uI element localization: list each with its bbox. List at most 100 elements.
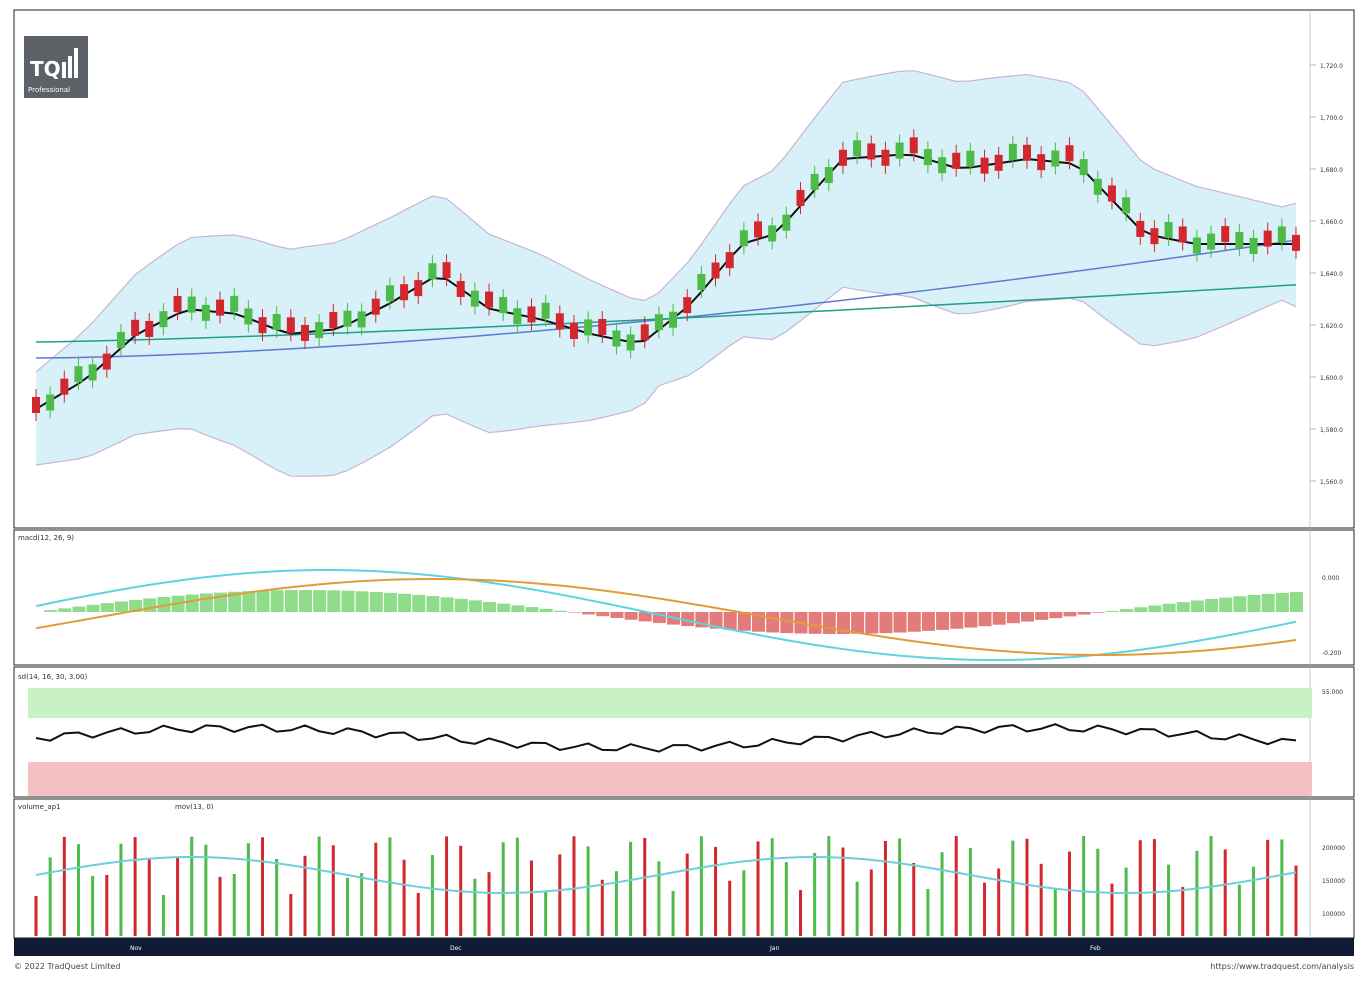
- volume-bar: [1053, 887, 1057, 936]
- candle-body: [994, 154, 1003, 171]
- volume-bar: [572, 836, 576, 936]
- candle-body: [768, 225, 777, 242]
- stoch-header: sd(14, 16, 30, 3.00): [18, 673, 87, 681]
- volume-bar: [841, 847, 845, 936]
- candle-body: [555, 313, 564, 330]
- macd-histogram-bar: [992, 612, 1006, 625]
- logo-text: TQ: [30, 57, 61, 81]
- macd-histogram-bar: [426, 596, 440, 612]
- volume-bars: [34, 836, 1298, 936]
- volume-bar: [487, 872, 491, 936]
- macd-histogram-bar: [907, 612, 921, 632]
- price-tick-label: 1,640.0: [1320, 271, 1343, 278]
- time-axis: [14, 938, 1354, 956]
- macd-histogram-bar: [1290, 592, 1303, 612]
- macd-histogram-bar: [157, 597, 171, 612]
- candle-body: [796, 189, 805, 206]
- candle-body: [32, 397, 40, 413]
- macd-tick-0: 0.000: [1322, 575, 1339, 582]
- macd-histogram-bar: [851, 612, 865, 634]
- volume-bar: [798, 889, 802, 936]
- macd-histogram-bar: [964, 612, 978, 628]
- candle-body: [201, 304, 210, 321]
- macd-histogram-bar: [766, 612, 780, 633]
- volume-bar: [105, 874, 109, 936]
- volume-tick-0: 200000: [1322, 845, 1345, 852]
- candle-body: [131, 319, 140, 336]
- macd-histogram-bar: [185, 594, 199, 612]
- volume-bar: [1223, 849, 1227, 936]
- volume-bar: [388, 837, 392, 936]
- macd-histogram-bar: [638, 612, 652, 622]
- volume-ma-line: [35, 855, 1297, 895]
- copyright-text: © 2022 TradQuest Limited: [14, 962, 121, 971]
- candle-body: [1235, 231, 1244, 248]
- volume-bar: [1082, 836, 1086, 936]
- volume-bar: [289, 893, 293, 936]
- price-tick-label: 1,560.0: [1320, 479, 1343, 486]
- candle-body: [46, 394, 55, 411]
- candle-body: [1107, 185, 1116, 202]
- macd-histogram-bar: [950, 612, 964, 629]
- volume-bar: [1280, 839, 1284, 936]
- candle-body: [102, 353, 111, 370]
- candle-body: [810, 173, 819, 190]
- volume-bar: [855, 881, 859, 936]
- volume-bar: [48, 857, 52, 936]
- volume-bar: [374, 842, 378, 936]
- macd-histogram-bar: [86, 604, 100, 612]
- volume-bar: [1110, 883, 1114, 936]
- stochastic-plot: [28, 688, 1312, 796]
- candle-body: [1122, 197, 1131, 214]
- macd-histogram-bar: [313, 590, 327, 612]
- macd-histogram-bar: [567, 612, 581, 613]
- volume-bar: [133, 837, 137, 936]
- volume-bar: [345, 877, 349, 936]
- price-tick-label: 1,720.0: [1320, 63, 1343, 70]
- source-url[interactable]: https://www.tradquest.com/analysis: [1210, 962, 1354, 971]
- macd-histogram-bar: [709, 612, 723, 629]
- candle-body: [654, 314, 663, 331]
- price-tick-label: 1,660.0: [1320, 219, 1343, 226]
- candle-body: [895, 142, 904, 159]
- candle-body: [711, 262, 720, 279]
- volume-tick-1: 150000: [1322, 878, 1345, 885]
- volume-bar: [1124, 867, 1128, 936]
- candle-body: [272, 313, 281, 330]
- candle-body: [725, 252, 734, 269]
- stochastic-line: [35, 723, 1297, 753]
- macd-histogram-bar: [596, 612, 610, 617]
- candle-body: [1093, 178, 1102, 195]
- candle-body: [569, 322, 578, 339]
- candle-body: [1008, 143, 1017, 160]
- candle-body: [923, 149, 932, 166]
- macd-histogram-bar: [1176, 602, 1190, 612]
- macd-histogram-bar: [454, 598, 468, 612]
- candle-body: [612, 330, 621, 347]
- candle-body: [1150, 228, 1159, 245]
- candle-body: [145, 320, 154, 337]
- macd-histogram-bar: [610, 612, 624, 618]
- volume-bar: [62, 836, 66, 936]
- candle-body: [315, 322, 324, 339]
- macd-histogram-bar: [341, 590, 355, 612]
- candle-body: [626, 334, 635, 351]
- macd-histogram-bar: [1233, 596, 1247, 612]
- macd-histogram-bar: [624, 612, 638, 620]
- macd-histogram-bar: [723, 612, 737, 630]
- overbought-zone: [28, 688, 1312, 718]
- volume-bar: [629, 841, 633, 936]
- volume-bar: [1011, 840, 1015, 936]
- volume-bar: [657, 861, 661, 936]
- volume-bar: [317, 836, 321, 936]
- candle-body: [669, 311, 678, 328]
- volume-bar: [544, 891, 548, 936]
- volume-bar: [770, 838, 774, 936]
- macd-histogram-bar: [681, 612, 695, 627]
- macd-histogram-bar: [1190, 600, 1204, 612]
- macd-tick-1: -0.200: [1322, 650, 1342, 657]
- price-tick-label: 1,580.0: [1320, 427, 1343, 434]
- volume-bar: [402, 859, 406, 936]
- candle-body: [371, 298, 380, 315]
